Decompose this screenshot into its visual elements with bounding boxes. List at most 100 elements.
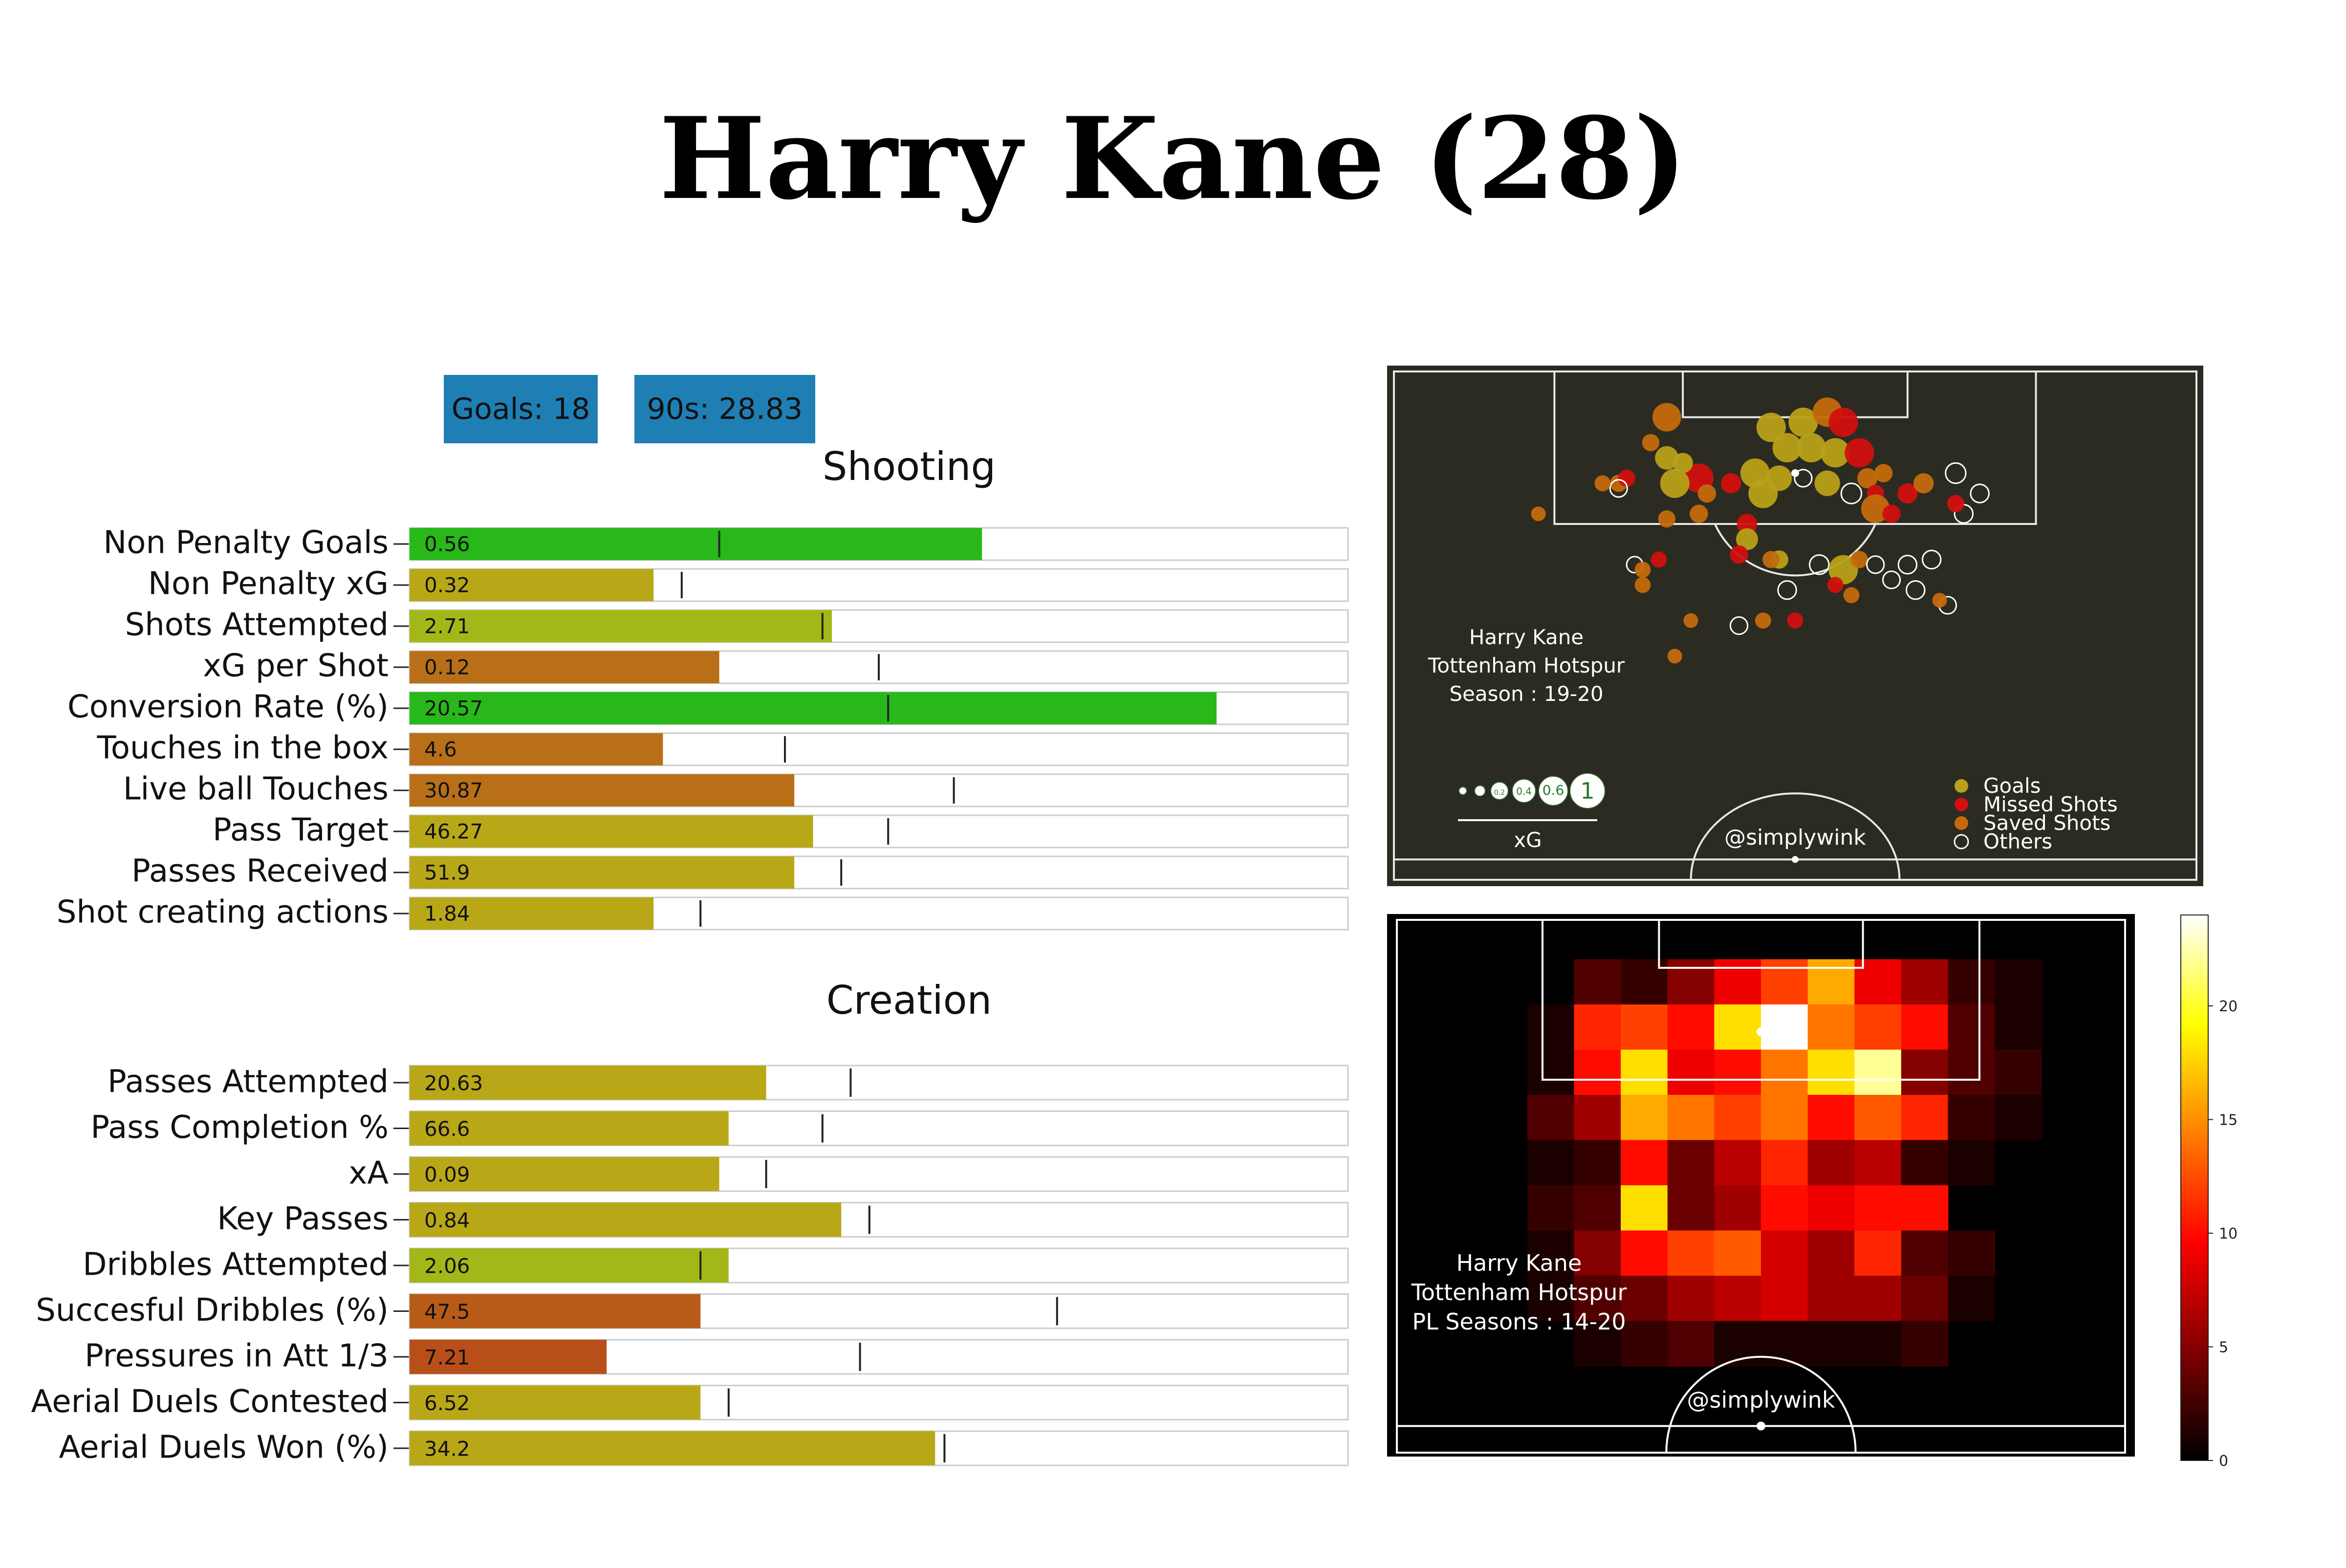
heatmap-annotation: Harry Kane <box>1456 1250 1582 1276</box>
heatmap-cell <box>1761 1230 1808 1276</box>
bar-label: Live ball Touches <box>123 771 389 807</box>
bar-value: 47.5 <box>424 1300 470 1324</box>
heatmap-cell <box>1854 1095 1902 1141</box>
heatmap-cell <box>1574 1276 1622 1322</box>
shot-point <box>1634 577 1651 593</box>
heatmap-cell <box>1948 1095 1996 1141</box>
colorbar-tick-label: 20 <box>2219 998 2237 1015</box>
shot-point <box>1690 504 1708 523</box>
bar-value: 0.09 <box>424 1162 470 1186</box>
heatmap-cell <box>1901 1185 1949 1231</box>
shot-point <box>1787 612 1803 629</box>
bar-label: Touches in the box <box>97 730 389 766</box>
shot-point <box>1660 468 1690 498</box>
bar <box>410 856 795 889</box>
bar <box>410 610 832 642</box>
heatmap-cell <box>1574 1185 1622 1231</box>
bar-label: Pass Completion % <box>90 1110 389 1146</box>
bar <box>410 692 1217 724</box>
bar-value: 34.2 <box>424 1437 470 1460</box>
heatmap-cell <box>1621 1095 1668 1141</box>
heatmap-cell <box>1854 1140 1902 1186</box>
heatmap-cell <box>1807 1321 1855 1367</box>
heatmap-colorbar: 0 5 10 15 20 <box>2180 915 2237 1470</box>
shot-point <box>1809 554 1830 575</box>
shot-point <box>1531 506 1546 522</box>
bar-label: Conversion Rate (%) <box>67 689 389 725</box>
bar-label: Succesful Dribbles (%) <box>36 1292 389 1328</box>
penalty-arc <box>1714 523 1877 577</box>
shot-map-annotation: Season : 19-20 <box>1449 682 1603 706</box>
heatmap-cell <box>1854 1321 1902 1367</box>
creation-section-title: Creation <box>826 978 992 1023</box>
shot-point <box>1945 462 1967 484</box>
bar-value: 66.6 <box>424 1117 470 1141</box>
heatmap-cell <box>1527 1185 1575 1231</box>
shot-point <box>1850 551 1868 568</box>
heatmap-cell <box>1948 1049 1996 1095</box>
bar-value: 20.63 <box>424 1071 483 1095</box>
heatmap-cell <box>1527 1276 1575 1322</box>
colorbar-tick-label: 15 <box>2219 1112 2237 1129</box>
heatmap-cell <box>1807 1049 1855 1095</box>
shot-point <box>1921 549 1942 570</box>
creation-bar-chart: Passes Attempted 20.63 Pass Completion % 6… <box>31 1064 1349 1466</box>
centre-spot <box>1757 1421 1765 1431</box>
shot-point <box>1777 580 1797 600</box>
heatmap-cell <box>1761 1004 1808 1050</box>
heatmap-cell <box>1714 1230 1761 1276</box>
page-title: Harry Kane (28) <box>659 93 1687 225</box>
heatmap-cell <box>1714 1185 1761 1231</box>
heatmap-cell <box>1621 1276 1668 1322</box>
shot-point <box>1970 483 1990 503</box>
heatmap-cell <box>1807 1230 1855 1276</box>
shot-map-annotation: Harry Kane <box>1469 625 1584 649</box>
heatmap-cell <box>1807 1185 1855 1231</box>
heatmap-cell <box>1667 1095 1715 1141</box>
heatmap-cell <box>1621 1049 1668 1095</box>
centre-circle <box>1690 792 1901 880</box>
shot-point <box>1845 438 1874 468</box>
shot-point <box>1947 495 1965 513</box>
bar-label: Passes Received <box>131 853 389 889</box>
heatmap-cell <box>1527 1049 1575 1095</box>
bar-label: Shot creating actions <box>57 894 389 930</box>
bar <box>410 1066 766 1100</box>
heatmap-cell <box>1714 1095 1761 1141</box>
shot-point <box>1755 612 1771 629</box>
heatmap-annotation: Tottenham Hotspur <box>1411 1279 1627 1306</box>
heatmap-cell <box>1948 1004 1996 1050</box>
colorbar-gradient <box>2180 915 2209 1461</box>
shot-point <box>1866 555 1885 574</box>
heatmap-cell <box>1621 1230 1668 1276</box>
heatmap-cell <box>1667 1321 1715 1367</box>
heatmap-cell <box>1667 1004 1715 1050</box>
bar-label: Pass Target <box>213 812 389 848</box>
bar-value: 4.6 <box>424 738 457 762</box>
shot-point <box>1683 613 1698 628</box>
heatmap-cell <box>1621 1185 1668 1231</box>
shot-point <box>1932 592 1947 608</box>
colorbar-tick-label: 0 <box>2219 1453 2228 1470</box>
heatmap-cell <box>1761 1140 1808 1186</box>
heatmap-cell <box>1667 1230 1715 1276</box>
shot-point <box>1737 514 1758 534</box>
bar-value: 6.52 <box>424 1391 470 1415</box>
bar <box>410 1431 935 1465</box>
heatmap-cell <box>1854 1049 1902 1095</box>
heatmap-cell <box>1574 1004 1622 1050</box>
nineties-badge: 90s: 28.83 <box>634 375 815 443</box>
heatmap-cell <box>1948 1276 1996 1322</box>
bar <box>410 774 795 806</box>
heatmap-credit: @simplywink <box>1687 1387 1835 1413</box>
legend-marker <box>1955 816 1968 830</box>
shot-point <box>1730 545 1748 564</box>
bar-value: 0.84 <box>424 1208 470 1232</box>
xg-size-label: 1 <box>1580 778 1594 804</box>
shot-map-credit: @simplywink <box>1724 825 1866 850</box>
bar-value: 30.87 <box>424 779 483 803</box>
legend-marker <box>1955 779 1968 793</box>
xg-size-marker <box>1458 786 1467 795</box>
bar-value: 7.21 <box>424 1345 470 1369</box>
